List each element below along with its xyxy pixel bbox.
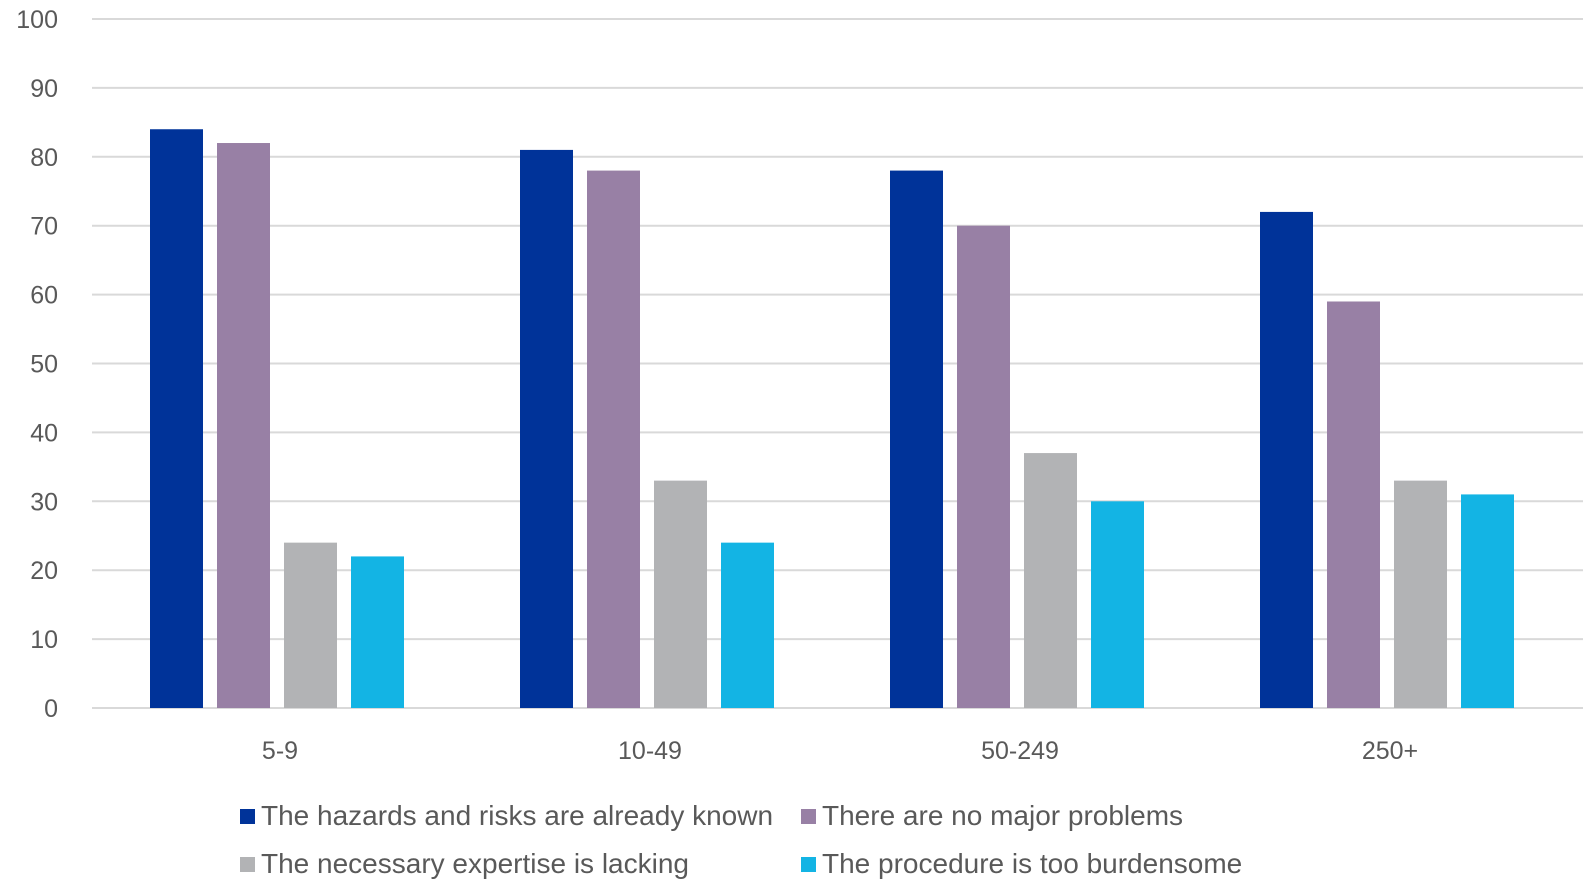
bar [587, 170, 640, 708]
y-tick-label: 50 [30, 351, 58, 379]
x-axis-tick-labels: 5-9 10-49 50-249 250+ [262, 737, 1418, 765]
y-tick-label: 60 [30, 282, 58, 310]
x-tick-label: 5-9 [262, 737, 298, 765]
legend-label: The hazards and risks are already known [261, 800, 774, 831]
bar [150, 129, 203, 709]
y-tick-label: 30 [30, 488, 58, 516]
bar [1024, 453, 1077, 708]
legend-item-hazards-known: The hazards and risks are already known [240, 800, 773, 832]
bars [150, 129, 1514, 709]
legend-item-no-major-problems: There are no major problems [801, 800, 1183, 832]
legend-swatch [240, 856, 255, 872]
y-tick-label: 90 [30, 75, 58, 103]
bar [654, 480, 707, 708]
bar [520, 149, 573, 708]
bar [890, 170, 943, 708]
y-tick-label: 80 [30, 144, 58, 172]
bar [1461, 494, 1514, 708]
bar [1260, 211, 1313, 709]
bar [217, 143, 270, 708]
x-tick-label: 10-49 [618, 737, 682, 765]
bar [721, 542, 774, 708]
y-tick-label: 70 [30, 213, 58, 241]
y-tick-label: 10 [30, 626, 58, 654]
legend-item-expertise-lacking: The necessary expertise is lacking [240, 848, 689, 880]
y-axis-tick-labels: 0 10 20 30 40 50 60 70 80 90 100 [16, 6, 58, 723]
bar [284, 542, 337, 708]
legend-label: The necessary expertise is lacking [261, 848, 689, 879]
legend-label: There are no major problems [822, 800, 1184, 831]
bar [351, 556, 404, 708]
legend-swatch [801, 856, 816, 872]
gridlines [92, 18, 1583, 709]
x-tick-label: 50-249 [981, 737, 1059, 765]
legend-label: The procedure is too burdensome [822, 848, 1243, 879]
legend-swatch [801, 808, 816, 824]
y-tick-label: 40 [30, 419, 58, 447]
y-tick-label: 0 [44, 695, 58, 723]
bar [957, 225, 1010, 708]
bar [1394, 480, 1447, 708]
x-tick-label: 250+ [1362, 737, 1418, 765]
legend-item-procedure-burdensome: The procedure is too burdensome [801, 848, 1242, 880]
legend-swatch [240, 808, 255, 824]
y-tick-label: 100 [16, 6, 58, 34]
bar [1327, 301, 1380, 708]
bar [1091, 501, 1144, 708]
y-tick-label: 20 [30, 557, 58, 585]
